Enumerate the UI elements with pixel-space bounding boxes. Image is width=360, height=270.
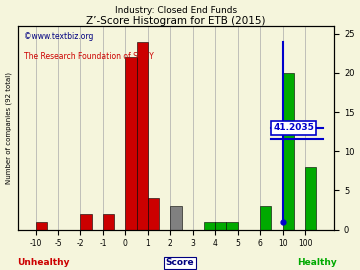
Bar: [226, 222, 238, 230]
Bar: [36, 222, 47, 230]
Bar: [103, 214, 114, 230]
Bar: [170, 206, 181, 229]
Text: Score: Score: [166, 258, 194, 267]
Bar: [260, 206, 271, 229]
Text: Industry: Closed End Funds: Industry: Closed End Funds: [115, 6, 237, 15]
Title: Z’-Score Histogram for ETB (2015): Z’-Score Histogram for ETB (2015): [86, 16, 266, 26]
Text: ©www.textbiz.org: ©www.textbiz.org: [24, 32, 93, 41]
Bar: [305, 167, 316, 229]
Bar: [148, 198, 159, 230]
Bar: [215, 222, 226, 230]
Y-axis label: Number of companies (92 total): Number of companies (92 total): [5, 72, 12, 184]
Text: The Research Foundation of SUNY: The Research Foundation of SUNY: [24, 52, 154, 62]
Bar: [81, 214, 92, 230]
Text: 41.2035: 41.2035: [273, 123, 314, 132]
Bar: [283, 73, 294, 230]
Bar: [204, 222, 215, 230]
Bar: [137, 42, 148, 230]
Bar: [125, 57, 137, 230]
Text: Healthy: Healthy: [297, 258, 337, 267]
Text: Unhealthy: Unhealthy: [17, 258, 69, 267]
